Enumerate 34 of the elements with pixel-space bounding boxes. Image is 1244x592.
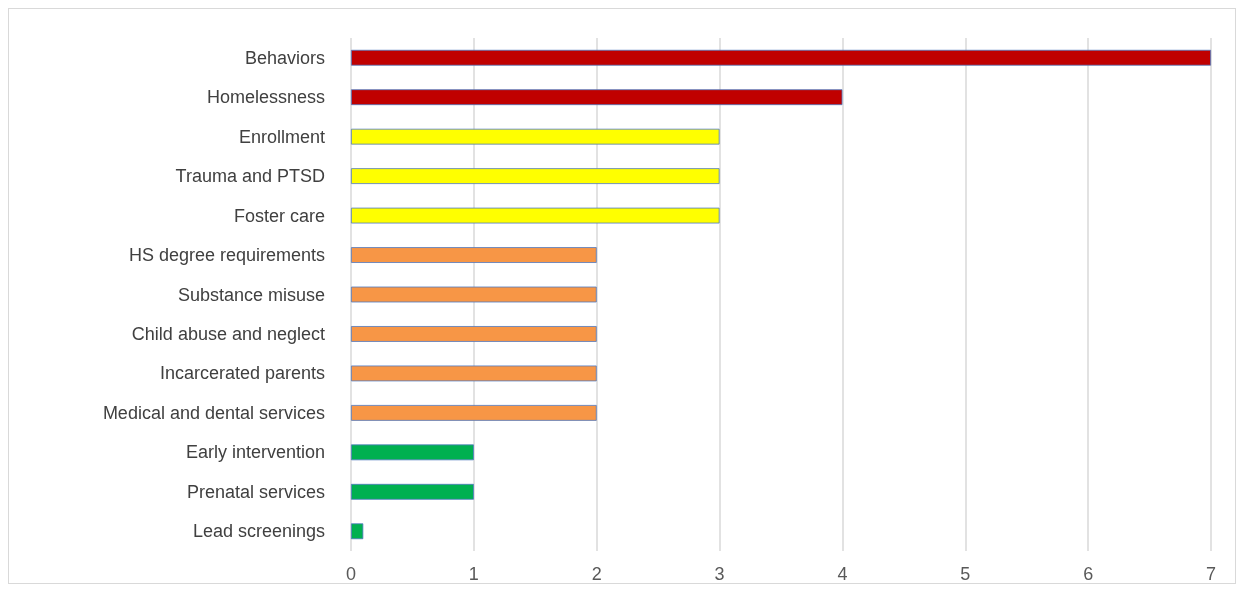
x-tick-label: 3: [714, 564, 725, 584]
x-tick-label: 7: [1205, 564, 1217, 584]
x-tick-label: 5: [960, 564, 971, 584]
x-tick-label: 2: [591, 564, 602, 584]
y-tick-label: Prenatal services: [186, 481, 325, 502]
y-tick-label: HS degree requirements: [128, 245, 325, 266]
bar: [351, 523, 364, 540]
y-tick-label: Substance misuse: [177, 284, 325, 305]
y-tick-label: Incarcerated parents: [159, 363, 325, 384]
x-tick-label: 6: [1083, 564, 1094, 584]
y-tick-label: Lead screenings: [192, 521, 325, 542]
bar: [351, 168, 720, 185]
bar: [351, 247, 597, 263]
x-tick-label: 0: [345, 564, 357, 584]
x-tick-label: 4: [837, 564, 848, 584]
y-tick-label: Enrollment: [238, 126, 325, 147]
y-tick-label: Foster care: [233, 205, 325, 226]
y-tick-label: Child abuse and neglect: [131, 323, 325, 344]
bar: [351, 49, 1211, 66]
x-tick-label: 1: [468, 564, 479, 584]
bar: [351, 365, 597, 382]
bar: [351, 483, 474, 500]
y-tick-label: Homelessness: [206, 87, 325, 108]
bar: [351, 128, 720, 145]
bar: [351, 207, 720, 224]
y-tick-label: Trauma and PTSD: [175, 166, 325, 187]
y-tick-label: Early intervention: [185, 442, 325, 463]
bar: [351, 404, 597, 421]
bar: [351, 286, 597, 303]
y-tick-label: Behaviors: [244, 47, 325, 68]
y-tick-label: Medical and dental services: [102, 402, 325, 423]
bar: [351, 326, 597, 342]
bar: [351, 89, 843, 106]
bar: [351, 444, 474, 461]
